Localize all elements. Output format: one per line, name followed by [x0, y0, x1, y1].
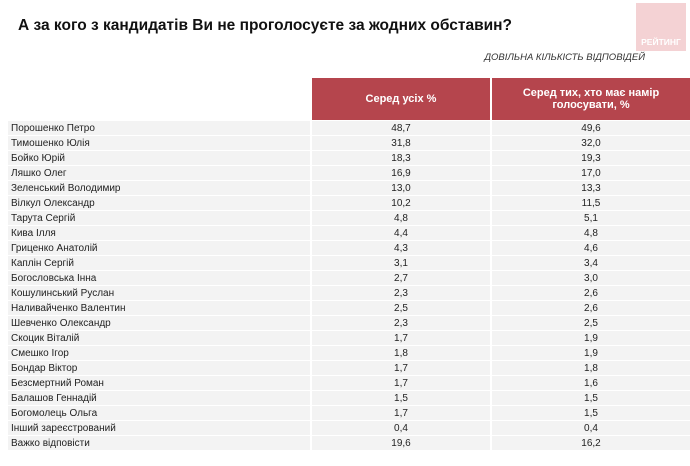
value-all: 16,9	[310, 165, 491, 181]
value-voters: 3,0	[490, 270, 690, 286]
value-all: 2,3	[310, 285, 491, 301]
candidate-name: Балашов Геннадій	[8, 390, 311, 406]
candidate-name: Зеленський Володимир	[8, 180, 311, 196]
candidate-name: Богословська Інна	[8, 270, 311, 286]
value-voters: 11,5	[490, 195, 690, 211]
candidate-name: Скоцик Віталій	[8, 330, 311, 346]
value-all: 1,5	[310, 390, 491, 406]
value-all: 1,7	[310, 330, 491, 346]
logo-text: РЕЙТИНГ	[641, 37, 681, 47]
candidate-name: Шевченко Олександр	[8, 315, 311, 331]
table-row: Порошенко Петро 48,7 49,6	[8, 120, 690, 136]
table-row: Гриценко Анатолій 4,3 4,6	[8, 240, 690, 256]
rating-logo: РЕЙТИНГ	[636, 3, 686, 51]
table-row: Тарута Сергій 4,8 5,1	[8, 210, 690, 226]
value-voters: 3,4	[490, 255, 690, 271]
value-voters: 1,9	[490, 345, 690, 361]
value-all: 4,4	[310, 225, 491, 241]
value-all: 19,6	[310, 435, 491, 450]
value-all: 48,7	[310, 120, 491, 136]
table-row: Кива Ілля 4,4 4,8	[8, 225, 690, 241]
value-all: 2,3	[310, 315, 491, 331]
table-row: Зеленський Володимир 13,0 13,3	[8, 180, 690, 196]
value-all: 13,0	[310, 180, 491, 196]
candidate-name: Порошенко Петро	[8, 120, 311, 136]
value-all: 10,2	[310, 195, 491, 211]
candidate-name: Наливайченко Валентин	[8, 300, 311, 316]
value-voters: 16,2	[490, 435, 690, 450]
table-row: Бондар Віктор 1,7 1,8	[8, 360, 690, 376]
candidate-name: Інший зареєстрований	[8, 420, 311, 436]
candidate-name: Гриценко Анатолій	[8, 240, 311, 256]
value-voters: 13,3	[490, 180, 690, 196]
candidate-name: Бондар Віктор	[8, 360, 311, 376]
value-voters: 4,8	[490, 225, 690, 241]
table-row: Вілкул Олександр 10,2 11,5	[8, 195, 690, 211]
value-voters: 49,6	[490, 120, 690, 136]
value-voters: 1,8	[490, 360, 690, 376]
table-row: Смешко Ігор 1,8 1,9	[8, 345, 690, 361]
results-table: Серед усіх % Серед тих, хто має намір го…	[8, 78, 690, 450]
value-voters: 5,1	[490, 210, 690, 226]
candidate-name: Ляшко Олег	[8, 165, 311, 181]
candidate-name: Важко відповісти	[8, 435, 311, 450]
value-all: 4,3	[310, 240, 491, 256]
value-all: 1,7	[310, 405, 491, 421]
value-all: 2,5	[310, 300, 491, 316]
table-row: Інший зареєстрований 0,4 0,4	[8, 420, 690, 436]
value-voters: 32,0	[490, 135, 690, 151]
value-voters: 2,6	[490, 300, 690, 316]
value-voters: 4,6	[490, 240, 690, 256]
candidate-name: Кива Ілля	[8, 225, 311, 241]
value-voters: 0,4	[490, 420, 690, 436]
value-voters: 1,5	[490, 390, 690, 406]
subtitle: ДОВІЛЬНА КІЛЬКІСТЬ ВІДПОВІДЕЙ	[484, 52, 645, 63]
value-all: 1,7	[310, 360, 491, 376]
table-row: Наливайченко Валентин 2,5 2,6	[8, 300, 690, 316]
table-row: Шевченко Олександр 2,3 2,5	[8, 315, 690, 331]
header-all: Серед усіх %	[310, 78, 491, 121]
candidate-name: Тимошенко Юлія	[8, 135, 311, 151]
table-row: Тимошенко Юлія 31,8 32,0	[8, 135, 690, 151]
table-header-row: Серед усіх % Серед тих, хто має намір го…	[8, 78, 690, 121]
value-all: 2,7	[310, 270, 491, 286]
candidate-name: Богомолець Ольга	[8, 405, 311, 421]
candidate-name: Безсмертний Роман	[8, 375, 311, 391]
value-voters: 1,6	[490, 375, 690, 391]
value-voters: 2,5	[490, 315, 690, 331]
value-all: 1,7	[310, 375, 491, 391]
table-row: Скоцик Віталій 1,7 1,9	[8, 330, 690, 346]
candidate-name: Бойко Юрій	[8, 150, 311, 166]
value-all: 31,8	[310, 135, 491, 151]
value-voters: 2,6	[490, 285, 690, 301]
table-row: Балашов Геннадій 1,5 1,5	[8, 390, 690, 406]
table-row: Каплін Сергій 3,1 3,4	[8, 255, 690, 271]
table-row: Важко відповісти 19,6 16,2	[8, 435, 690, 450]
candidate-name: Вілкул Олександр	[8, 195, 311, 211]
value-all: 1,8	[310, 345, 491, 361]
table-row: Богомолець Ольга 1,7 1,5	[8, 405, 690, 421]
header-blank	[8, 78, 311, 121]
table-row: Ляшко Олег 16,9 17,0	[8, 165, 690, 181]
value-all: 18,3	[310, 150, 491, 166]
candidate-name: Смешко Ігор	[8, 345, 311, 361]
value-voters: 19,3	[490, 150, 690, 166]
header-voters: Серед тих, хто має намір голосувати, %	[490, 78, 690, 121]
page-title: А за кого з кандидатів Ви не проголосуєт…	[18, 17, 512, 34]
value-all: 4,8	[310, 210, 491, 226]
value-all: 0,4	[310, 420, 491, 436]
candidate-name: Кошулинський Руслан	[8, 285, 311, 301]
candidate-name: Каплін Сергій	[8, 255, 311, 271]
value-voters: 17,0	[490, 165, 690, 181]
value-all: 3,1	[310, 255, 491, 271]
value-voters: 1,5	[490, 405, 690, 421]
candidate-name: Тарута Сергій	[8, 210, 311, 226]
table-row: Бойко Юрій 18,3 19,3	[8, 150, 690, 166]
table-row: Кошулинський Руслан 2,3 2,6	[8, 285, 690, 301]
value-voters: 1,9	[490, 330, 690, 346]
table-row: Богословська Інна 2,7 3,0	[8, 270, 690, 286]
table-row: Безсмертний Роман 1,7 1,6	[8, 375, 690, 391]
